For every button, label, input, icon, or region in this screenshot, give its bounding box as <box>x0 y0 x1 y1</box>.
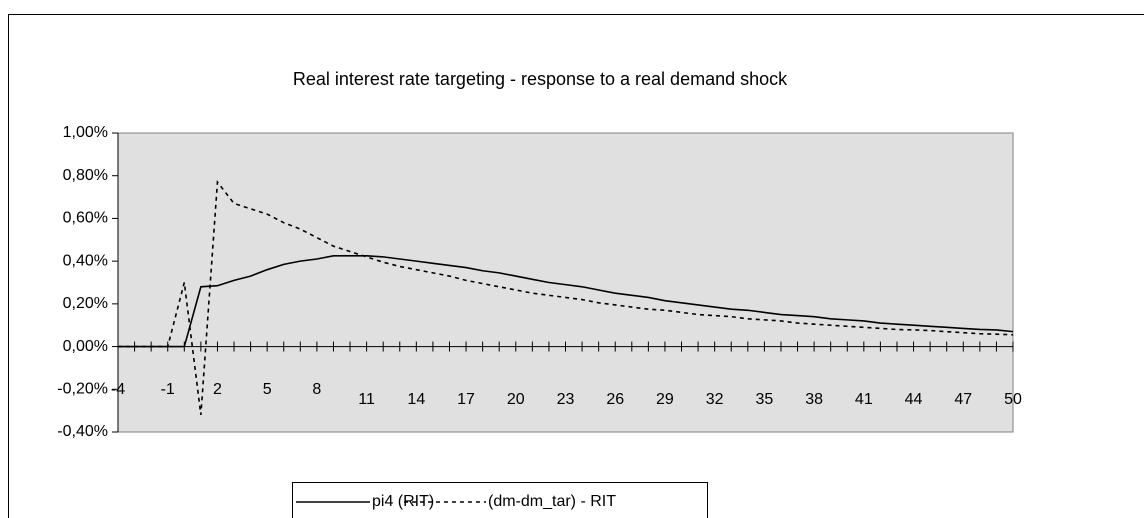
series-line <box>118 179 1014 416</box>
x-tick-label: 5 <box>263 381 272 398</box>
x-tick-label: 17 <box>457 391 475 408</box>
legend <box>292 482 708 518</box>
x-tick-label: 38 <box>805 391 823 408</box>
y-tick-label: 0,40% <box>63 252 108 269</box>
x-tick-label: 11 <box>358 391 375 408</box>
x-tick-label: 32 <box>706 391 724 408</box>
legend-label: (dm-dm_tar) - RIT <box>488 493 616 510</box>
series-line <box>118 255 1014 348</box>
y-tick-label: -0,40% <box>57 423 108 440</box>
y-tick-label: 0,80% <box>63 167 108 184</box>
x-tick-label: 50 <box>1004 391 1022 408</box>
x-tick-label: 2 <box>213 381 222 398</box>
y-tick-label: 0,20% <box>63 295 108 312</box>
y-tick-label: 1,00% <box>63 124 108 141</box>
y-tick-label: 0,60% <box>63 210 108 227</box>
x-tick-label: 47 <box>954 391 972 408</box>
x-tick-label: 20 <box>507 391 525 408</box>
x-tick-label: 8 <box>312 381 321 398</box>
x-tick-label: 35 <box>755 391 773 408</box>
chart-title: Real interest rate targeting - response … <box>293 69 788 89</box>
x-tick-label: -4 <box>111 381 125 398</box>
plot-area <box>117 132 1014 433</box>
x-tick-label: 41 <box>855 391 873 408</box>
legend-label: pi4 (RIT) <box>372 493 434 510</box>
x-tick-label: 23 <box>557 391 575 408</box>
x-tick-label: 14 <box>407 391 425 408</box>
x-tick-label: 26 <box>606 391 624 408</box>
x-tick-label: 29 <box>656 391 674 408</box>
x-tick-label: -1 <box>161 381 175 398</box>
y-tick-label: -0,20% <box>57 381 108 398</box>
x-tick-label: 44 <box>905 391 923 408</box>
y-tick-label: 0,00% <box>63 338 108 355</box>
